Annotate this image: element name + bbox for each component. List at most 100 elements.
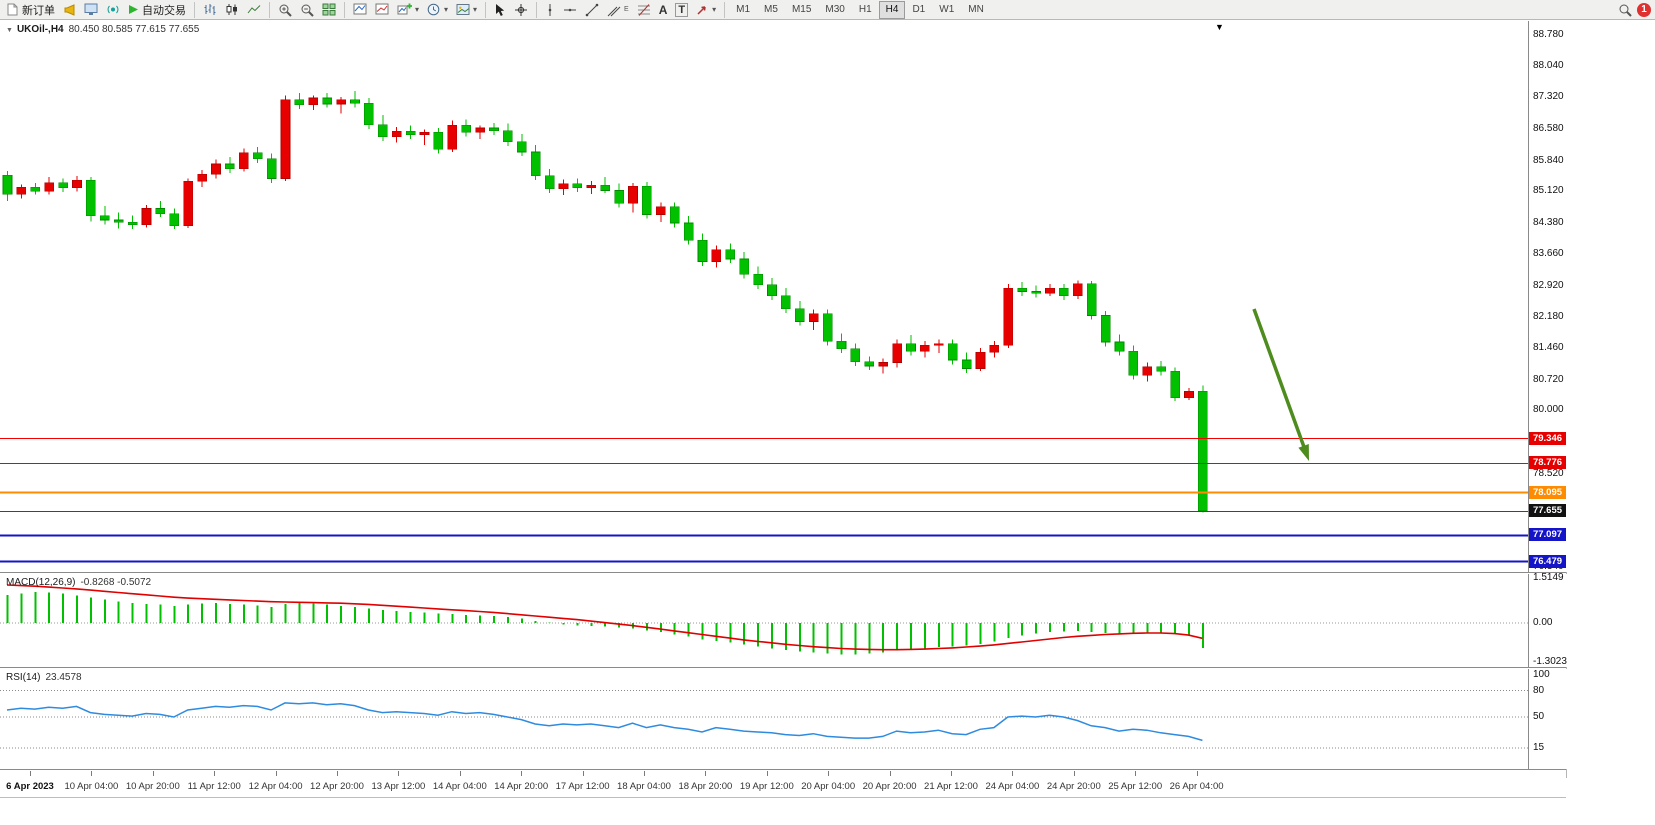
time-axis-label: 17 Apr 12:00 (555, 781, 610, 792)
time-axis-label: 13 Apr 12:00 (371, 781, 426, 792)
price-axis-label: 80.000 (1533, 404, 1564, 416)
macd-axis[interactable]: 1.5149 0.00 -1.3023 (1528, 572, 1567, 667)
chart-shift-button[interactable]: ▼ (1215, 22, 1224, 32)
annotation-arrow-head (1298, 444, 1309, 461)
time-axis-label: 6 Apr 2023 (6, 781, 54, 792)
add-indicator-button[interactable]: ▾ (393, 1, 423, 19)
time-tick (828, 771, 830, 776)
zoom-out-button[interactable] (296, 1, 318, 19)
time-tick (951, 771, 952, 776)
tile-windows-button[interactable] (318, 1, 340, 19)
broadcast-icon (107, 5, 119, 14)
rsi-scale-label: 80 (1533, 684, 1545, 696)
cursor-tool-button[interactable] (490, 1, 510, 19)
arrow-shape-icon (697, 6, 706, 15)
text-tool-icon: A (658, 2, 668, 17)
price-axis-label: 82.920 (1533, 279, 1564, 291)
time-tick (521, 771, 523, 776)
time-tick (337, 771, 338, 776)
time-axis-label: 25 Apr 12:00 (1108, 781, 1163, 792)
timeframe-button-w1[interactable]: W1 (939, 3, 955, 15)
price-axis[interactable]: 88.780 88.040 87.320 86.580 85.840 85.120 84.3… (1528, 21, 1567, 572)
time-axis-label: 19 Apr 12:00 (739, 781, 794, 792)
time-axis-label: 20 Apr 20:00 (862, 781, 917, 792)
add-indicator-icon (397, 3, 412, 15)
timeframe-button-mn[interactable]: MN (968, 3, 984, 15)
time-tick (582, 771, 584, 776)
play-icon (129, 5, 138, 14)
chevron-down-icon: ▾ (444, 4, 449, 14)
timeframe-button-h1[interactable]: H1 (858, 3, 872, 15)
clock-icon (427, 3, 440, 16)
rsi-axis[interactable]: 100 80 50 15 (1528, 669, 1567, 769)
annotation-arrow[interactable] (1252, 308, 1306, 448)
macd-chart[interactable] (0, 574, 1528, 667)
zoom-in-button[interactable] (274, 1, 296, 19)
rsi-chart[interactable] (0, 669, 1528, 769)
search-icon[interactable] (1618, 3, 1632, 17)
chevron-down-icon: ▾ (415, 4, 420, 14)
chart-window: ▼ UKOil-,H4 80.450 80.585 77.615 77.655 ▼ … (0, 21, 1567, 798)
time-tick (30, 771, 31, 776)
arrows-tool-button[interactable]: ▾ (692, 1, 720, 19)
channel-tool-button[interactable]: E (603, 1, 633, 19)
notification-badge[interactable]: 1 (1637, 2, 1651, 17)
time-tick (459, 771, 461, 776)
horizontal-line-tool-button[interactable] (559, 1, 581, 19)
toolbar-separator (194, 1, 195, 18)
timeframe-button-h4[interactable]: H4 (878, 0, 906, 19)
vertical-line-tool-button[interactable] (541, 1, 559, 19)
signal-button[interactable] (102, 1, 124, 19)
indicator-list-button[interactable] (371, 1, 393, 19)
macd-signal-line (6, 584, 1203, 651)
price-axis-label: 86.580 (1533, 122, 1564, 134)
candlestick-icon (226, 4, 237, 15)
period-button[interactable]: ▾ (423, 1, 452, 19)
time-tick (705, 771, 707, 776)
channel-letter: E (624, 6, 629, 13)
toolbar-separator (485, 1, 487, 18)
time-axis[interactable]: 6 Apr 2023 10 Apr 04:00 10 Apr 20:00 11 Apr… (0, 771, 1566, 798)
auto-trading-button[interactable]: 自动交易 (124, 1, 190, 19)
timeframe-button-m5[interactable]: M5 (764, 3, 778, 15)
price-line-box: 78.776 (1529, 456, 1566, 470)
timeframe-button-d1[interactable]: D1 (912, 3, 926, 15)
timeframe-button-m15[interactable]: M15 (791, 3, 812, 15)
macd-scale-label: 0.00 (1533, 617, 1553, 629)
time-axis-label: 20 Apr 04:00 (801, 781, 856, 792)
label-tool-button[interactable]: T (671, 1, 692, 19)
crosshair-icon (515, 3, 528, 16)
alert-button[interactable] (59, 1, 80, 19)
price-axis-label: 80.720 (1533, 373, 1564, 385)
timeframe-button-m1[interactable]: M1 (736, 3, 751, 15)
timeframe-button-m30[interactable]: M30 (825, 3, 845, 15)
time-axis-label: 12 Apr 04:00 (248, 781, 303, 792)
trendline-tool-button[interactable] (581, 1, 603, 19)
fibonacci-tool-button[interactable] (633, 1, 655, 19)
time-axis-label: 12 Apr 20:00 (310, 781, 364, 792)
bar-chart-mode-button[interactable] (199, 1, 221, 19)
auto-trading-label: 自动交易 (142, 4, 186, 17)
data-window-button[interactable] (349, 1, 371, 19)
time-tick (1135, 771, 1137, 776)
new-order-button[interactable]: 新订单 (2, 1, 59, 19)
monitor-icon (84, 3, 98, 15)
time-axis-label: 11 Apr 12:00 (187, 781, 241, 792)
price-axis-label: 78.520 (1533, 467, 1564, 479)
line-chart-mode-button[interactable] (243, 1, 265, 19)
candlestick-chart[interactable] (0, 21, 1528, 573)
time-tick (214, 771, 216, 776)
toolbar: 新订单 自动交易 (0, 0, 1655, 20)
macd-panel: MACD(12,26,9) -0.8268 -0.5072 1.5149 0.00-… (0, 572, 1567, 668)
price-axis-label: 85.120 (1533, 185, 1564, 197)
price-line-box: 77.097 (1529, 528, 1566, 542)
text-tool-button[interactable]: A (655, 1, 672, 19)
time-tick (152, 771, 154, 776)
crosshair-tool-button[interactable] (510, 1, 532, 19)
toolbar-separator (269, 1, 270, 18)
time-axis-label: 24 Apr 20:00 (1046, 781, 1101, 792)
rsi-panel: RSI(14) 23.4578 100 80 50 15 (0, 669, 1567, 770)
candlestick-mode-button[interactable] (221, 1, 243, 19)
template-button[interactable]: ▾ (452, 1, 481, 19)
market-watch-button[interactable] (80, 1, 102, 19)
